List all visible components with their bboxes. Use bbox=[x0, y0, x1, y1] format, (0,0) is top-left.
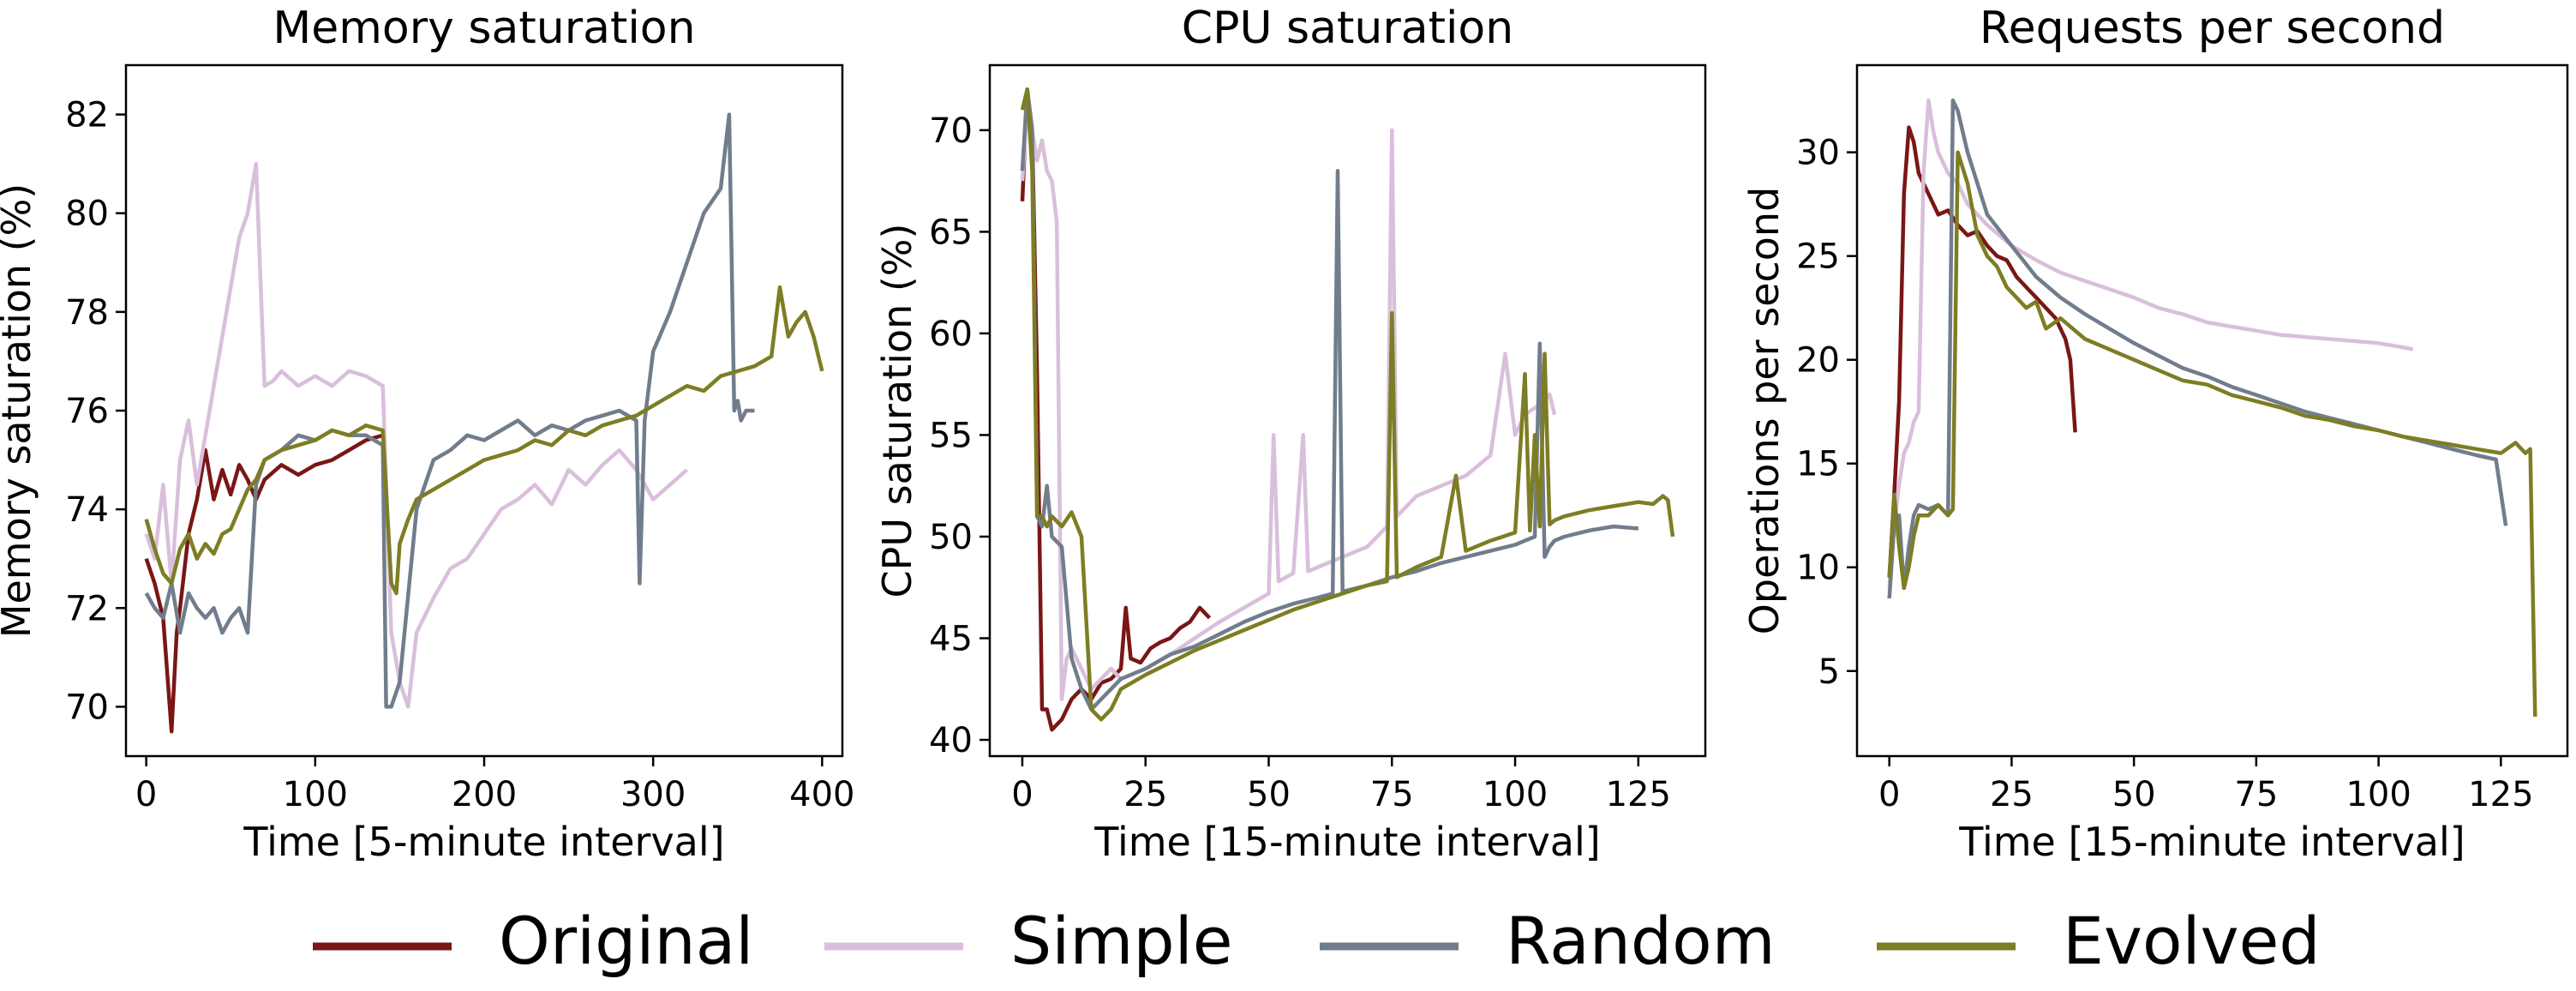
y-tick-label: 70 bbox=[65, 688, 109, 727]
panel-requests-per-second: 0 25 50 75 100 125 5 10 15 20 25 30 Requests per sec… bbox=[1741, 3, 2569, 865]
x-tick-label: 100 bbox=[283, 775, 348, 814]
y-tick-label: 74 bbox=[65, 490, 109, 530]
series-line-simple bbox=[144, 161, 689, 709]
series-line-random bbox=[144, 112, 755, 709]
series-line-simple bbox=[1020, 107, 1557, 701]
y-tick-label: 65 bbox=[929, 213, 973, 252]
y-tick-label: 10 bbox=[1796, 549, 1840, 588]
series-line-original bbox=[144, 433, 384, 734]
x-tick-label: 100 bbox=[2345, 775, 2411, 814]
x-tick-label: 75 bbox=[1370, 775, 1414, 814]
y-tick-label: 30 bbox=[1796, 134, 1840, 173]
x-tick-label: 75 bbox=[2234, 775, 2278, 814]
x-tick-label: 25 bbox=[1123, 775, 1167, 814]
x-tick-label: 400 bbox=[789, 775, 854, 814]
legend-label-simple: Simple bbox=[1010, 903, 1233, 979]
panel-memory-saturation: 0 100 200 300 400 70 72 74 76 78 80 82 Memory satura… bbox=[0, 3, 855, 865]
y-tick-label: 82 bbox=[65, 96, 109, 135]
series-line-random bbox=[1887, 98, 2508, 599]
x-tick-label: 200 bbox=[452, 775, 517, 814]
x-tick-label: 125 bbox=[2468, 775, 2533, 814]
x-tick-label: 125 bbox=[1606, 775, 1671, 814]
y-tick-label: 45 bbox=[929, 620, 973, 659]
legend-label-original: Original bbox=[499, 903, 753, 979]
series-line-evolved bbox=[144, 285, 824, 596]
chart-title: CPU saturation bbox=[1182, 3, 1513, 54]
x-axis-label: Time [5-minute interval] bbox=[243, 819, 724, 865]
series-line-evolved bbox=[1887, 150, 2537, 718]
legend-label-random: Random bbox=[1506, 903, 1776, 979]
chart-title: Memory saturation bbox=[273, 3, 695, 54]
series-line-simple bbox=[1887, 98, 2414, 589]
x-tick-label: 100 bbox=[1483, 775, 1548, 814]
y-tick-label: 70 bbox=[929, 111, 973, 151]
plot-frame bbox=[1855, 63, 2569, 758]
x-tick-label: 0 bbox=[135, 775, 157, 814]
y-axis-label: Memory saturation (%) bbox=[0, 183, 39, 638]
y-tick-label: 20 bbox=[1796, 341, 1840, 381]
legend-label-evolved: Evolved bbox=[2063, 903, 2321, 979]
y-tick-label: 80 bbox=[65, 195, 109, 234]
series-line-original bbox=[1887, 125, 2077, 578]
x-tick-label: 0 bbox=[1878, 775, 1900, 814]
y-tick-label: 76 bbox=[65, 392, 109, 431]
y-tick-label: 15 bbox=[1796, 445, 1840, 484]
series-line-original bbox=[1020, 87, 1212, 732]
x-tick-label: 0 bbox=[1011, 775, 1033, 814]
y-tick-label: 60 bbox=[929, 315, 973, 354]
y-axis-label: Operations per second bbox=[1741, 187, 1788, 635]
x-tick-label: 50 bbox=[1247, 775, 1291, 814]
panel-cpu-saturation: 0 25 50 75 100 125 40 45 50 55 60 65 70 CPU saturatio… bbox=[874, 3, 1707, 865]
x-tick-label: 25 bbox=[1990, 775, 2034, 814]
y-tick-label: 25 bbox=[1796, 237, 1840, 277]
y-tick-label: 72 bbox=[65, 589, 109, 628]
y-tick-label: 50 bbox=[929, 518, 973, 557]
plot-frame bbox=[988, 63, 1707, 758]
x-axis-label: Time [15-minute interval] bbox=[1093, 819, 1600, 865]
legend: Original Simple Random Evolved bbox=[313, 903, 2321, 979]
y-tick-label: 55 bbox=[929, 416, 973, 455]
y-tick-label: 40 bbox=[929, 721, 973, 760]
x-tick-label: 300 bbox=[620, 775, 686, 814]
x-tick-label: 50 bbox=[2112, 775, 2156, 814]
chart-title: Requests per second bbox=[1980, 3, 2445, 54]
y-tick-label: 5 bbox=[1818, 652, 1840, 692]
x-axis-label: Time [15-minute interval] bbox=[1958, 819, 2465, 865]
series-line-evolved bbox=[1020, 87, 1675, 722]
y-tick-label: 78 bbox=[65, 293, 109, 333]
y-axis-label: CPU saturation (%) bbox=[874, 224, 920, 598]
